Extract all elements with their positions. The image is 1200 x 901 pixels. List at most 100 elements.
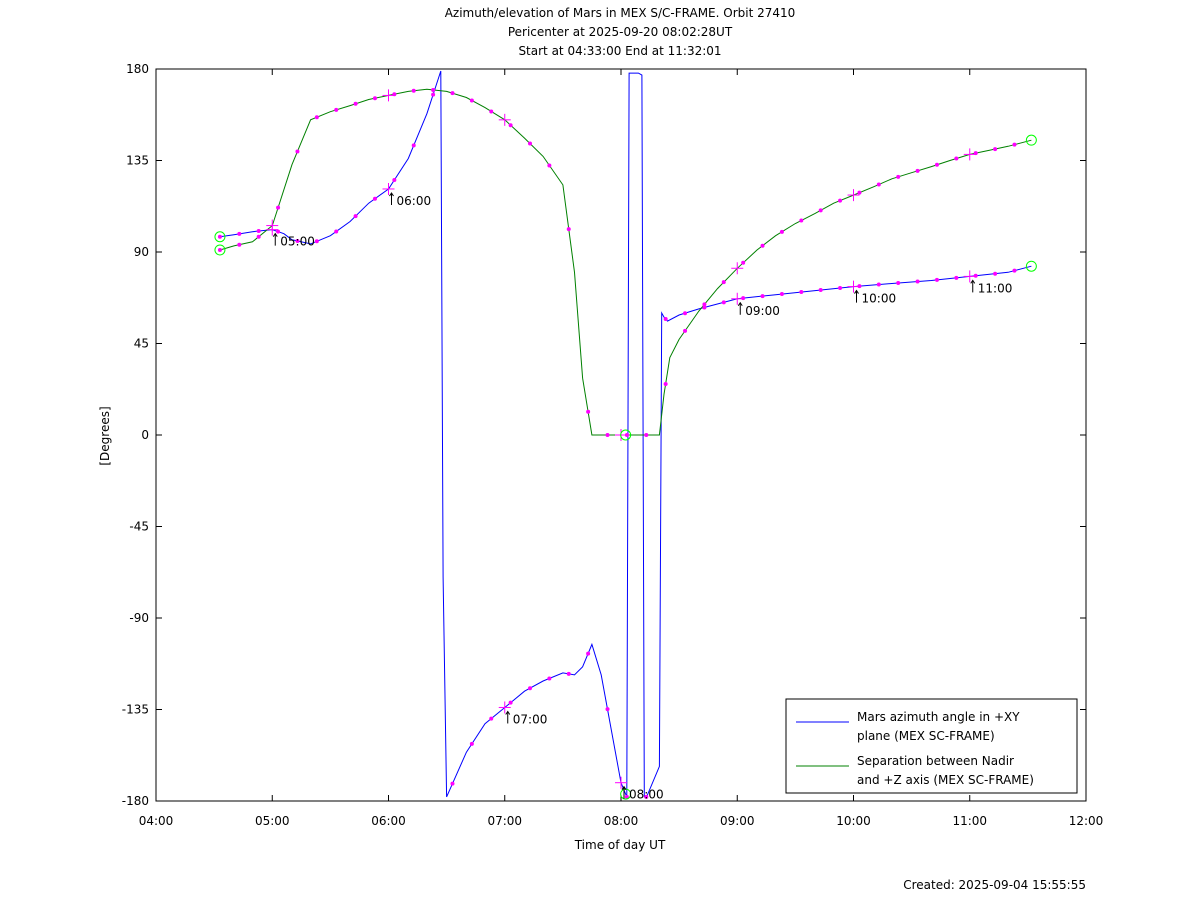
series-dot-marker (683, 311, 688, 316)
event-circle-marker (1025, 134, 1037, 146)
series-dot-marker (372, 96, 377, 101)
series-dot-marker (392, 177, 397, 182)
created-footer: Created: 2025-09-04 15:55:55 (903, 878, 1086, 892)
chart-title-line-1: Azimuth/elevation of Mars in MEX S/C-FRA… (445, 6, 796, 20)
x-tick-label: 04:00 (139, 814, 174, 828)
series-dot-marker (644, 794, 649, 799)
annotation-arrow-head (970, 279, 976, 284)
annotation-label: 10:00 (862, 292, 897, 306)
series-dot-marker (818, 288, 823, 293)
y-axis-label: [Degrees] (98, 406, 112, 465)
event-circle-marker (620, 429, 632, 441)
series-dot-marker (469, 98, 474, 103)
series-dot-marker (431, 92, 436, 97)
series-dot-marker (934, 162, 939, 167)
x-tick-label: 07:00 (487, 814, 522, 828)
series-dot-marker (411, 88, 416, 93)
series-dot-marker (508, 700, 513, 705)
series-dot-marker (489, 109, 494, 114)
series-dot-marker (1012, 268, 1017, 273)
series-dot-marker (586, 651, 591, 656)
x-axis-label: Time of day UT (574, 838, 666, 852)
series-dot-marker (915, 279, 920, 284)
series-dot-marker (276, 229, 281, 234)
series-dot-marker (566, 671, 571, 676)
annotation-arrow-head (737, 301, 743, 307)
series-dot-marker (624, 794, 629, 799)
series-dot-marker (353, 101, 358, 106)
annotation-label: 07:00 (513, 712, 548, 726)
series-dot-marker (469, 741, 474, 746)
series-dot-marker (760, 294, 765, 299)
series-dot-marker (353, 214, 358, 219)
series-dot-marker (702, 305, 707, 310)
series-dot-marker (276, 205, 281, 210)
event-circle-marker (214, 231, 226, 243)
legend: Mars azimuth angle in +XY plane (MEX SC-… (785, 698, 1078, 794)
y-tick-label: 45 (134, 337, 149, 351)
series-dot-marker (799, 218, 804, 223)
annotation-label: 11:00 (978, 281, 1013, 295)
y-tick-label: 135 (126, 154, 149, 168)
y-tick-label: -180 (122, 794, 149, 808)
series-dot-marker (586, 409, 591, 414)
series-dot-marker (896, 174, 901, 179)
series-dot-marker (934, 277, 939, 282)
x-tick-label: 11:00 (952, 814, 987, 828)
annotation-arrow-head (621, 785, 627, 790)
series-dot-marker (683, 328, 688, 333)
series-dot-marker (527, 686, 532, 691)
series-dot-marker (779, 229, 784, 234)
series-dot-marker (314, 115, 319, 120)
series-dot-marker (314, 239, 319, 244)
series-dot-marker (857, 190, 862, 195)
y-tick-label: 0 (141, 428, 149, 442)
x-tick-label: 12:00 (1069, 814, 1104, 828)
series-dot-marker (411, 143, 416, 148)
x-tick-label: 10:00 (836, 814, 871, 828)
series-dot-marker (876, 282, 881, 287)
series-dot-marker (295, 149, 300, 154)
event-circle-marker (1025, 260, 1037, 272)
series-dot-marker (1012, 142, 1017, 147)
series-dot-marker (973, 273, 978, 278)
annotation-label: 06:00 (397, 194, 432, 208)
series-dot-marker (334, 107, 339, 112)
annotation-label: 08:00 (629, 788, 664, 802)
series-dot-marker (741, 260, 746, 265)
annotation-label: 05:00 (280, 235, 315, 249)
series-dot-marker (217, 234, 222, 239)
series-dot-marker (663, 316, 668, 321)
series-dot-marker (818, 208, 823, 213)
series-dot-marker (702, 302, 707, 307)
series-dot-marker (237, 231, 242, 236)
y-tick-label: -90 (129, 611, 149, 625)
separation-series-line (219, 88, 1032, 436)
series-dot-marker (508, 123, 513, 128)
y-tick-label: -45 (129, 520, 149, 534)
series-dot-marker (799, 290, 804, 295)
series-dot-marker (566, 227, 571, 232)
series-dot-marker (954, 156, 959, 161)
legend-label-separation-line-1: Separation between Nadir (857, 754, 1014, 768)
series-dot-marker (779, 292, 784, 297)
annotation-arrow-head (854, 289, 859, 294)
series-dot-marker (876, 182, 881, 187)
series-dot-marker (256, 229, 261, 234)
chart-title-line-3: Start at 04:33:00 End at 11:32:01 (518, 44, 721, 58)
series-dot-marker (237, 242, 242, 247)
series-dot-marker (605, 707, 610, 712)
series-dot-marker (605, 433, 610, 437)
legend-box (785, 698, 1078, 794)
legend-label-azimuth-line-1: Mars azimuth angle in +XY (857, 710, 1020, 724)
y-tick-label: -135 (122, 703, 149, 717)
series-dot-marker (721, 300, 726, 305)
marker-layer (214, 87, 1037, 800)
series-dot-marker (431, 87, 436, 92)
annotation-arrow-head (272, 232, 278, 237)
annotation-arrow-head (505, 710, 511, 715)
series-dot-marker (450, 781, 455, 786)
series-dot-marker (721, 280, 726, 285)
series-dot-marker (547, 163, 552, 168)
